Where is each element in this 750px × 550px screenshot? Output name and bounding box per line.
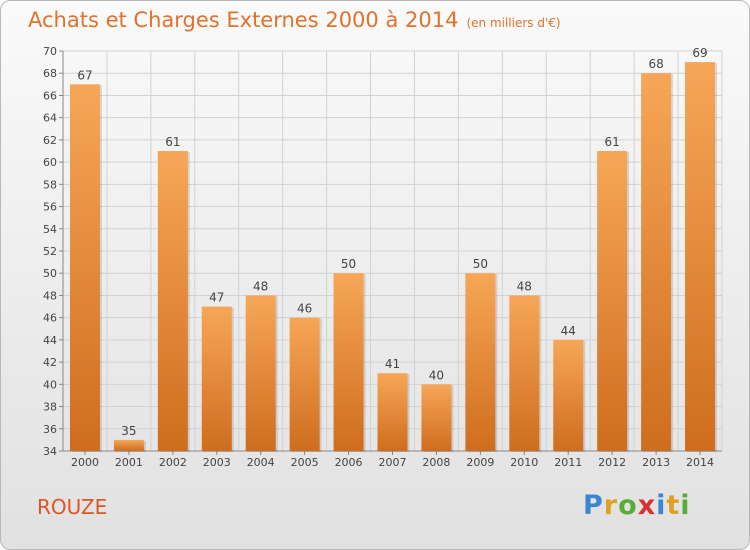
bar (69, 84, 100, 451)
bar-value-label: 61 (165, 135, 180, 149)
y-tick-label: 68 (43, 67, 57, 80)
x-tick-label: 2014 (686, 456, 714, 469)
bar (245, 295, 276, 451)
bar (597, 151, 628, 451)
bar (201, 306, 232, 451)
y-tick-label: 36 (43, 423, 57, 436)
chart-subtitle: (en milliers d'€) (466, 16, 561, 30)
logo-letter: x (637, 490, 657, 521)
bar (113, 439, 144, 451)
x-tick-label: 2002 (159, 456, 187, 469)
bar-value-label: 68 (648, 57, 663, 71)
bar-value-label: 44 (561, 324, 576, 338)
x-tick-label: 2008 (422, 456, 450, 469)
x-tick-label: 2005 (291, 456, 319, 469)
bar-value-label: 46 (297, 302, 312, 316)
chart-title: Achats et Charges Externes 2000 à 2014 (e… (28, 8, 561, 32)
y-tick-label: 42 (43, 356, 57, 369)
y-tick-label: 66 (43, 89, 57, 102)
bar (157, 151, 188, 451)
x-tick-label: 2003 (203, 456, 231, 469)
y-tick-label: 52 (43, 245, 57, 258)
y-tick-label: 64 (43, 112, 57, 125)
logo-letter: t (666, 490, 681, 521)
bar-value-label: 61 (605, 135, 620, 149)
y-tick-label: 44 (43, 334, 57, 347)
location-label: ROUZE (37, 495, 108, 519)
bar (685, 62, 716, 451)
bar-value-label: 69 (692, 46, 707, 60)
bar-value-label: 48 (517, 279, 532, 293)
x-tick-label: 2009 (466, 456, 494, 469)
bar (641, 73, 672, 451)
y-tick-label: 56 (43, 201, 57, 214)
y-tick-label: 62 (43, 134, 57, 147)
proxiti-logo: Proxiti (583, 490, 691, 521)
bar (509, 295, 540, 451)
bar-value-label: 41 (385, 357, 400, 371)
logo-letter: i (656, 490, 667, 521)
x-tick-label: 2006 (335, 456, 363, 469)
bar (333, 273, 364, 451)
bar-value-label: 35 (121, 424, 136, 438)
y-tick-label: 38 (43, 401, 57, 414)
y-tick-label: 34 (43, 445, 57, 458)
bar-value-label: 67 (77, 68, 92, 82)
x-tick-label: 2013 (642, 456, 670, 469)
bar-value-label: 50 (341, 257, 356, 271)
chart-title-text: Achats et Charges Externes 2000 à 2014 (28, 8, 459, 32)
bar-value-label: 48 (253, 279, 268, 293)
x-tick-label: 2004 (247, 456, 275, 469)
logo-letter: o (618, 490, 638, 521)
x-tick-label: 2012 (598, 456, 626, 469)
y-tick-label: 58 (43, 178, 57, 191)
y-tick-label: 46 (43, 312, 57, 325)
y-tick-label: 70 (43, 45, 57, 58)
labels: 67 2000 35 2001 61 2002 47 2003 48 2004 46 2005 50 20… (71, 46, 714, 469)
y-tick-label: 54 (43, 223, 57, 236)
y-tick-label: 40 (43, 378, 57, 391)
x-tick-label: 2001 (115, 456, 143, 469)
bar (553, 339, 584, 451)
bar (377, 373, 408, 451)
logo-letter: r (603, 490, 619, 521)
logo-letter: P (583, 490, 604, 521)
x-tick-label: 2011 (554, 456, 582, 469)
bar-value-label: 40 (429, 368, 444, 382)
x-tick-label: 2000 (71, 456, 99, 469)
logo-letter: i (680, 490, 691, 521)
y-tick-label: 50 (43, 267, 57, 280)
y-tick-label: 60 (43, 156, 57, 169)
bar (421, 384, 452, 451)
bars (69, 62, 718, 452)
bar (465, 273, 496, 451)
x-tick-label: 2007 (379, 456, 407, 469)
y-tick-label: 48 (43, 289, 57, 302)
bar-value-label: 47 (209, 291, 224, 305)
bar-value-label: 50 (473, 257, 488, 271)
x-tick-label: 2010 (510, 456, 538, 469)
bar (289, 317, 320, 451)
